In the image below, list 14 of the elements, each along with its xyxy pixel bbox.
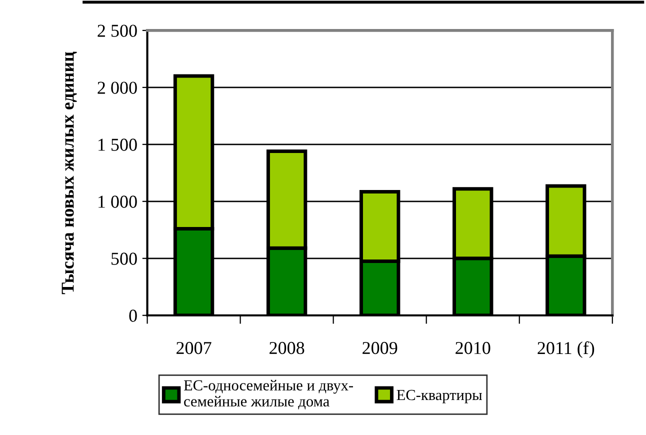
y-axis-title: Тысяча новых жилых единиц [62,52,77,294]
y-tick-label: 0 [129,310,137,322]
x-tick-label: 2008 [270,342,304,354]
legend-label: ЕС-односемейные и двух- семейные жилые дома [184,380,354,410]
legend-label: ЕС-квартиры [396,390,482,404]
x-tick-label: 2007 [176,342,212,354]
y-tick-label: 500 [112,252,137,265]
x-tick-label: 2011 (f) [538,341,594,358]
y-tick-label: 1 500 [98,138,137,151]
y-tick-label: 2 500 [98,24,137,37]
y-tick-label: 2 000 [98,82,137,94]
x-tick-label: 2010 [456,342,490,354]
x-tick-label: 2009 [362,342,398,354]
y-tick-label: 1 000 [98,196,137,208]
